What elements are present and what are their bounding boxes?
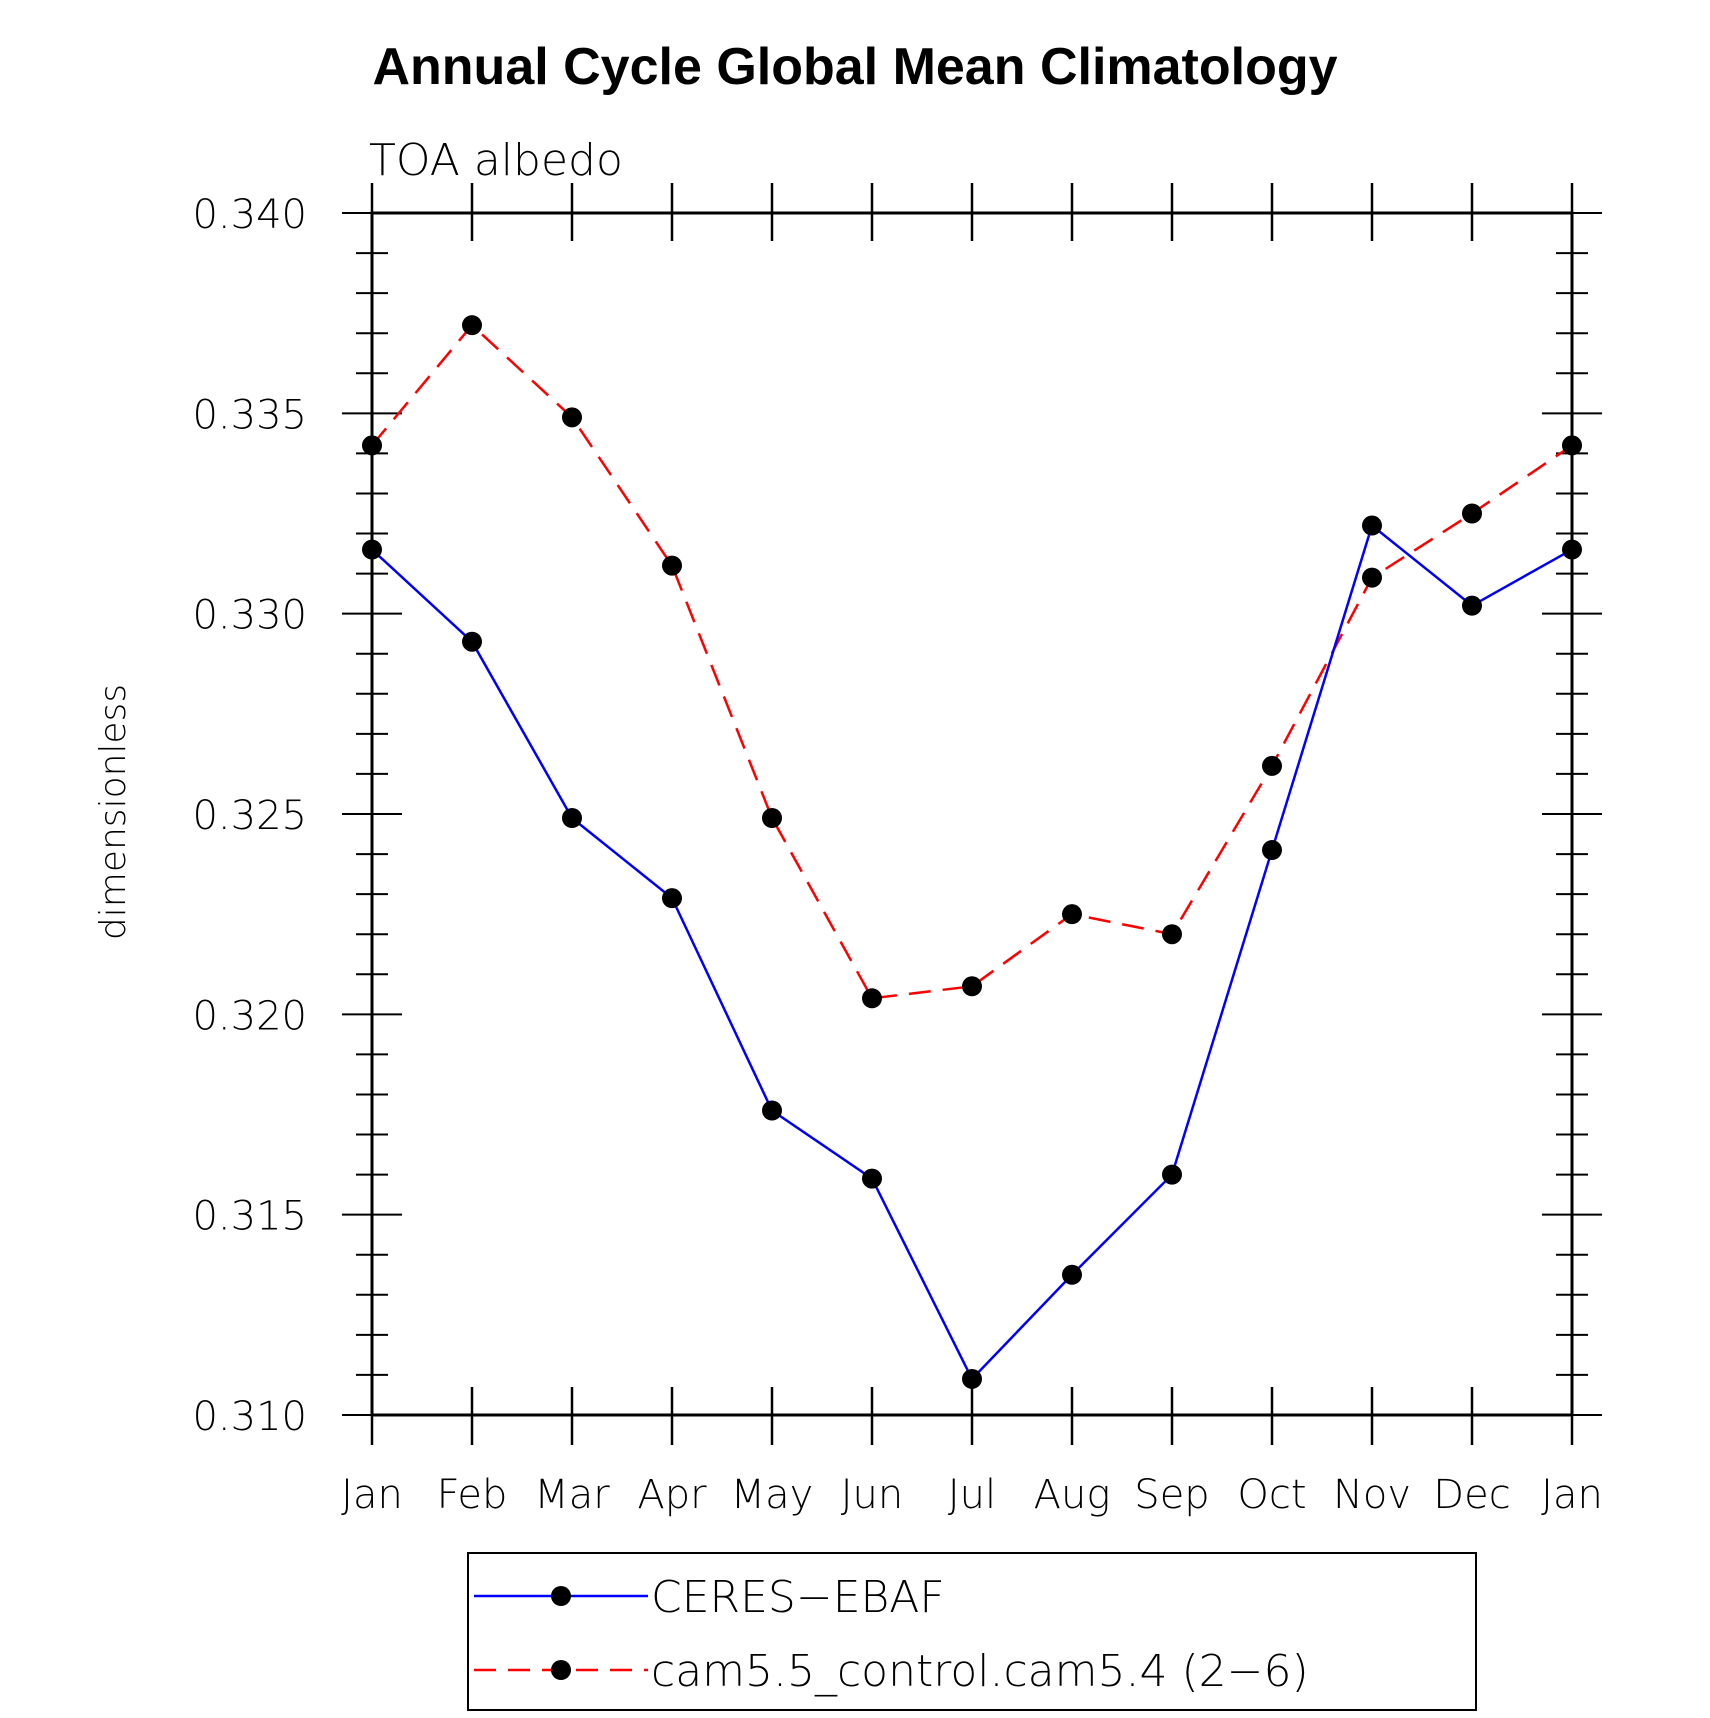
legend-box (467, 1552, 1477, 1711)
series-1-point (1462, 503, 1482, 524)
series-1-point (562, 407, 582, 428)
series-1-point (1062, 904, 1082, 925)
chart-subtitle: TOA albedo (369, 135, 623, 186)
series-1-point (1162, 924, 1182, 945)
series-0-point (562, 808, 582, 829)
series-1-point (862, 988, 882, 1009)
series-0-point (1162, 1164, 1182, 1185)
y-tick-label: 0.315 (192, 1194, 307, 1240)
x-tick-labels: Jan Feb Mar Apr May Jun Jul Aug Sep Oct Nov Dec Jan (341, 1472, 1603, 1518)
series-0-point (1562, 539, 1582, 560)
x-tick-label: Nov (1333, 1472, 1411, 1518)
series-0-point (462, 631, 482, 652)
series-0-point (1262, 840, 1282, 861)
series-0-point (662, 888, 682, 909)
series-1-point (662, 555, 682, 576)
axis-ticks (342, 183, 1602, 1445)
series-1-point (362, 435, 382, 456)
x-tick-label: Oct (1237, 1472, 1306, 1518)
y-tick-labels: 0.310 0.315 0.320 0.325 0.330 0.335 0.340 (192, 192, 307, 1440)
series-0-point (1062, 1264, 1082, 1285)
y-tick-label: 0.325 (192, 793, 307, 839)
y-axis-label: dimensionless (93, 684, 134, 940)
x-tick-label: Sep (1134, 1472, 1209, 1518)
y-tick-label: 0.320 (192, 993, 307, 1039)
x-tick-label: Dec (1433, 1472, 1510, 1518)
series-0-point (1462, 595, 1482, 616)
series-line-0 (371, 523, 1573, 1382)
series-0-point (362, 539, 382, 560)
chart-title: Annual Cycle Global Mean Climatology (372, 38, 1337, 96)
y-tick-label: 0.340 (192, 192, 307, 238)
legend: CERES−EBAF cam5.5_control.cam5.4 (2−6) (467, 1552, 1477, 1711)
x-tick-label: Jun (841, 1472, 904, 1518)
series-0-point (962, 1368, 982, 1389)
x-tick-label: Feb (437, 1472, 508, 1518)
series-0-point (862, 1168, 882, 1189)
legend-label-cam: cam5.5_control.cam5.4 (2−6) (651, 1646, 1309, 1697)
y-tick-label: 0.330 (192, 593, 307, 639)
y-tick-label: 0.310 (192, 1394, 307, 1440)
x-tick-label: Aug (1034, 1472, 1111, 1518)
series-1-point (1562, 435, 1582, 456)
series-1-point (1262, 755, 1282, 776)
x-tick-label: Mar (534, 1472, 610, 1518)
series-0-point (1362, 515, 1382, 536)
y-tick-label: 0.335 (192, 392, 307, 438)
series-1-point (962, 976, 982, 997)
series-group (362, 315, 1582, 1389)
plot-frame (370, 211, 1574, 1417)
legend-marker-ceres (551, 1586, 571, 1606)
x-tick-label: Jan (1541, 1472, 1603, 1518)
x-tick-label: May (731, 1472, 814, 1518)
series-0-point (762, 1100, 782, 1121)
x-tick-label: Apr (637, 1472, 707, 1518)
legend-marker-cam (551, 1660, 571, 1680)
x-tick-label: Jul (948, 1472, 996, 1518)
x-tick-label: Jan (341, 1472, 403, 1518)
series-1-point (762, 808, 782, 829)
series-1-point (1362, 567, 1382, 588)
series-line-1 (371, 323, 1573, 1000)
legend-label-ceres: CERES−EBAF (651, 1572, 945, 1623)
series-1-point (462, 315, 482, 336)
